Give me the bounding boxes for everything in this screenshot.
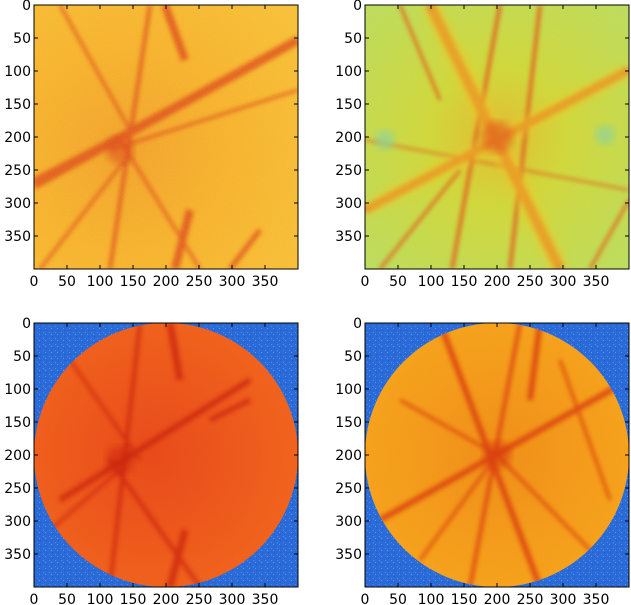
x-tick-label: 250 (517, 274, 544, 290)
y-tick-label: 100 (4, 64, 31, 80)
x-tick-label: 150 (120, 274, 147, 290)
y-tick-label: 50 (344, 349, 362, 365)
x-tick-label: 50 (58, 274, 76, 290)
x-tick-label: 300 (219, 592, 246, 605)
panel-bottom-right (364, 322, 630, 588)
panel-bottom-right-image (365, 323, 629, 587)
y-tick-label: 250 (4, 163, 31, 179)
y-tick-label: 350 (4, 229, 31, 245)
x-tick-label: 300 (550, 274, 577, 290)
y-tick-label: 0 (353, 316, 362, 332)
y-tick-label: 150 (335, 415, 362, 431)
y-tick-label: 200 (4, 448, 31, 464)
x-tick-label: 150 (451, 592, 478, 605)
y-tick-label: 50 (13, 349, 31, 365)
x-tick-label: 100 (87, 592, 114, 605)
panel-top-right-image (365, 5, 629, 269)
y-tick-label: 250 (4, 481, 31, 497)
x-tick-label: 100 (418, 592, 445, 605)
y-tick-label: 250 (335, 163, 362, 179)
y-tick-label: 150 (4, 415, 31, 431)
y-tick-label: 50 (344, 31, 362, 47)
x-tick-label: 250 (517, 592, 544, 605)
y-tick-label: 0 (353, 0, 362, 14)
x-tick-label: 300 (219, 274, 246, 290)
y-tick-label: 300 (4, 514, 31, 530)
y-tick-label: 200 (4, 130, 31, 146)
x-tick-label: 200 (484, 592, 511, 605)
y-tick-label: 50 (13, 31, 31, 47)
y-tick-label: 300 (335, 514, 362, 530)
y-tick-label: 100 (4, 382, 31, 398)
y-tick-label: 200 (335, 130, 362, 146)
x-tick-label: 50 (58, 592, 76, 605)
y-tick-label: 350 (335, 547, 362, 563)
y-tick-label: 350 (4, 547, 31, 563)
y-tick-label: 0 (22, 0, 31, 14)
x-tick-label: 100 (87, 274, 114, 290)
axis-top-left: 0 50 100 150 200 250 300 350 0 50 100 150 200 250 300 3… (4, 0, 298, 290)
x-tick-label: 0 (30, 274, 39, 290)
x-tick-label: 150 (451, 274, 478, 290)
y-tick-label: 100 (335, 64, 362, 80)
x-tick-label: 0 (361, 274, 370, 290)
x-tick-label: 250 (186, 274, 213, 290)
x-tick-label: 50 (389, 592, 407, 605)
x-tick-label: 50 (389, 274, 407, 290)
x-tick-label: 200 (153, 274, 180, 290)
axis-bottom-right: 0 50 100 150 200 250 300 350 0 50 100 150 200 250 300 3… (335, 316, 629, 605)
x-tick-label: 150 (120, 592, 147, 605)
y-tick-label: 150 (335, 97, 362, 113)
y-tick-label: 150 (4, 97, 31, 113)
panel-top-left-image (34, 5, 298, 269)
x-tick-label: 350 (583, 592, 610, 605)
panel-top-right (364, 4, 630, 270)
y-tick-label: 300 (335, 196, 362, 212)
x-tick-label: 200 (484, 274, 511, 290)
x-tick-label: 350 (252, 274, 279, 290)
y-tick-label: 250 (335, 481, 362, 497)
x-tick-label: 250 (186, 592, 213, 605)
x-tick-label: 350 (252, 592, 279, 605)
y-tick-label: 300 (4, 196, 31, 212)
panel-bottom-left (33, 322, 299, 588)
y-tick-label: 100 (335, 382, 362, 398)
y-tick-label: 0 (22, 316, 31, 332)
y-tick-label: 200 (335, 448, 362, 464)
axis-ticks: 0 50 100 150 200 250 300 350 0 50 100 150 200 250 300 3… (4, 0, 629, 605)
x-tick-label: 0 (361, 592, 370, 605)
y-tick-label: 350 (335, 229, 362, 245)
x-tick-label: 0 (30, 592, 39, 605)
panel-bottom-left-image (34, 323, 298, 587)
x-tick-label: 300 (550, 592, 577, 605)
x-tick-label: 350 (583, 274, 610, 290)
panel-top-left (33, 4, 299, 270)
x-tick-label: 100 (418, 274, 445, 290)
axis-bottom-left: 0 50 100 150 200 250 300 350 0 50 100 150 200 250 300 3… (4, 316, 298, 605)
x-tick-label: 200 (153, 592, 180, 605)
axis-top-right: 0 50 100 150 200 250 300 350 0 50 100 150 200 250 300 3… (335, 0, 629, 290)
